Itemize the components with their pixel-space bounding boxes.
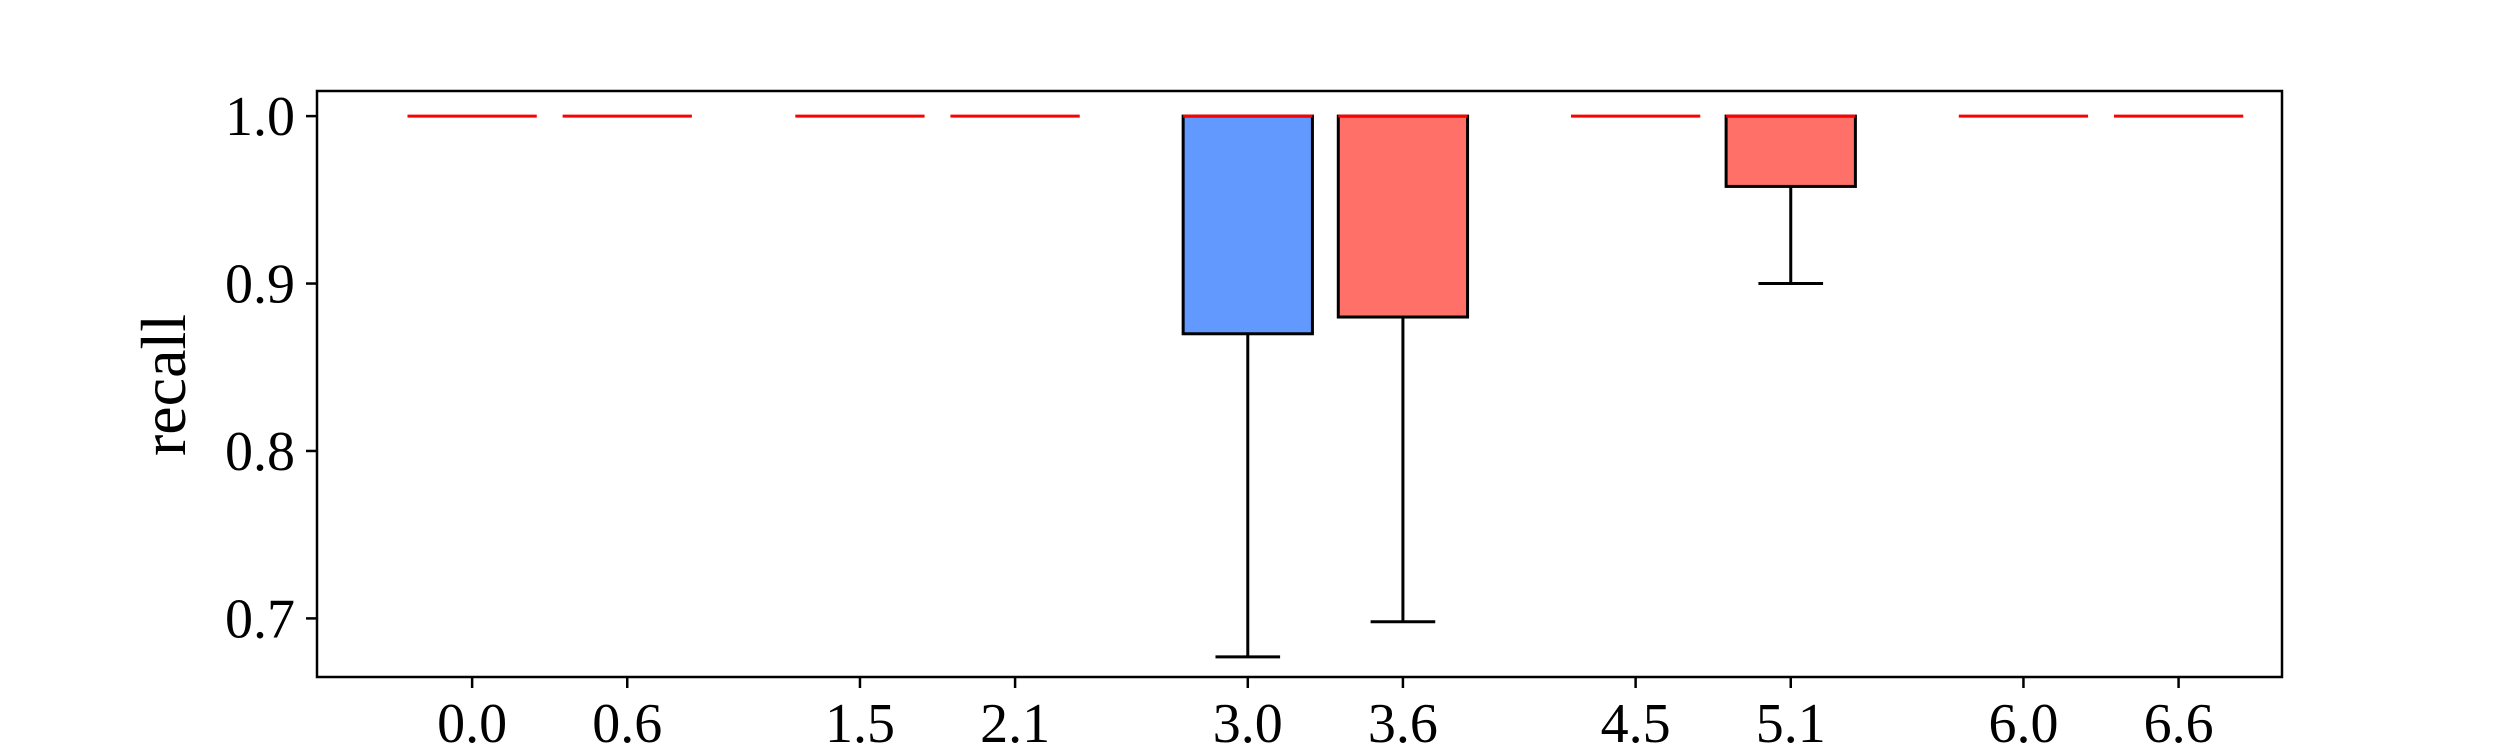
plot-frame [315,89,2284,679]
x-tick-label: 1.5 [825,693,895,750]
box-group-5 [1336,114,1470,624]
x-tick-label: 6.0 [1988,693,2058,750]
plot-area [407,114,2244,659]
y-tick-label: 0.7 [225,588,295,650]
box-body [1181,114,1314,336]
x-tick-label: 3.0 [1213,693,1283,750]
box-body [1724,114,1857,188]
y-axis-label: recall [128,314,199,456]
box-group-4 [1181,114,1314,659]
x-tick-label: 5.1 [1756,693,1826,750]
x-tick-label: 3.6 [1368,693,1438,750]
box-body [1336,114,1470,319]
x-tick-label: 0.0 [437,693,507,750]
x-tick-label: 2.1 [980,693,1050,750]
axes: 0.7 0.8 0.9 1.0 0.0 0.6 1.5 2.1 3.0 3.6 4.5 5.1 6.0 6… [225,86,2284,755]
y-tick-label: 0.8 [225,421,295,483]
y-tick-label: 0.9 [225,254,295,316]
x-tick-label: 6.6 [2144,693,2214,750]
y-tick-label: 1.0 [225,86,295,148]
x-tick-label: 0.6 [592,693,662,750]
x-tick-label: 4.5 [1601,693,1671,750]
box-group-7 [1724,114,1857,286]
